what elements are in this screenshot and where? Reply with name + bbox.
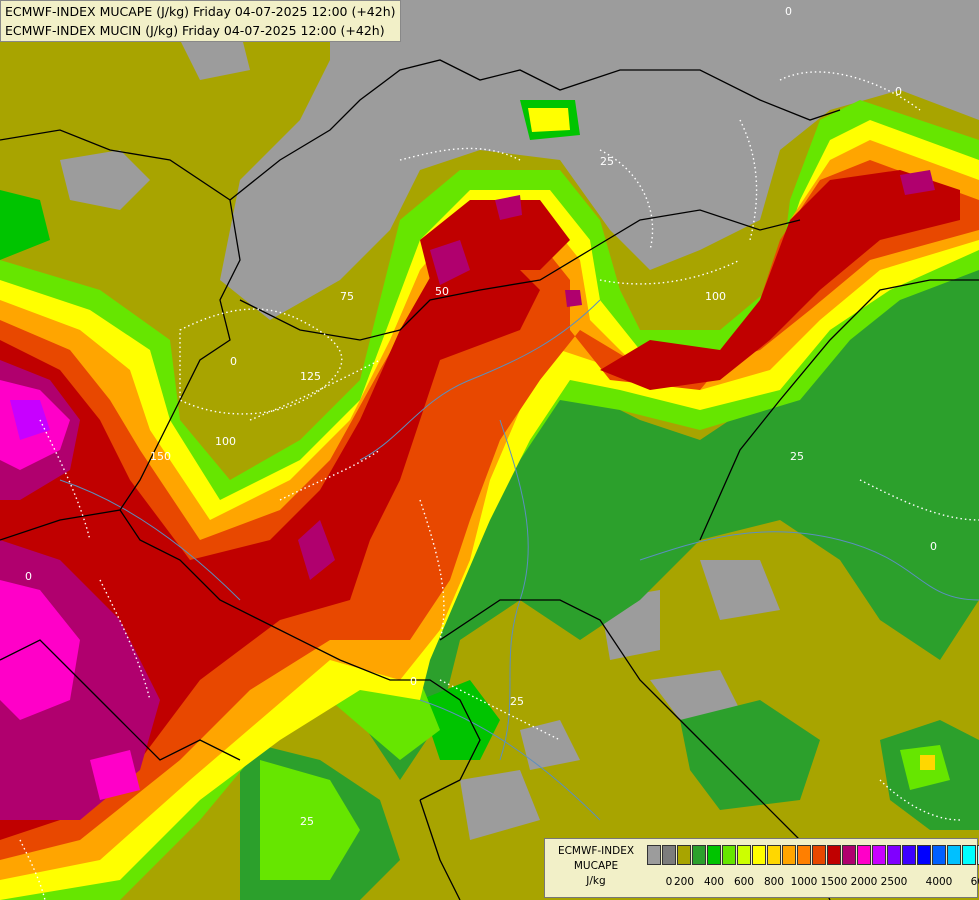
contour-label: 25 bbox=[600, 155, 614, 168]
legend-swatches bbox=[647, 845, 979, 865]
contour-label: 25 bbox=[510, 695, 524, 708]
mucin-contours bbox=[19, 71, 979, 900]
legend-swatch bbox=[812, 845, 826, 865]
mucin-title: ECMWF-INDEX MUCIN (J/kg) Friday 04-07-20… bbox=[5, 23, 385, 38]
legend-swatch bbox=[827, 845, 841, 865]
legend-swatch bbox=[887, 845, 901, 865]
legend-swatch bbox=[782, 845, 796, 865]
contour-label: 25 bbox=[790, 450, 804, 463]
rivers bbox=[59, 299, 979, 821]
legend-swatch bbox=[752, 845, 766, 865]
legend-tick-label: 1000 bbox=[790, 876, 818, 888]
legend-swatch bbox=[977, 845, 979, 865]
contour-label: 100 bbox=[215, 435, 236, 448]
legend-swatch bbox=[932, 845, 946, 865]
legend-swatch bbox=[677, 845, 691, 865]
legend-tick-label: 200 bbox=[673, 876, 695, 888]
contour-label: 100 bbox=[705, 290, 726, 303]
legend-swatch bbox=[857, 845, 871, 865]
contour-labels: 0 25 50 75 100 125 150 0 25 25 25 100 0 … bbox=[25, 5, 937, 828]
legend-swatch bbox=[917, 845, 931, 865]
legend-tick-label: 1500 bbox=[820, 876, 848, 888]
contour-label: 0 bbox=[230, 355, 237, 368]
map-title-box: ECMWF-INDEX MUCAPE (J/kg) Friday 04-07-2… bbox=[0, 0, 401, 42]
legend-tick-label: 800 bbox=[763, 876, 785, 888]
contour-label: 25 bbox=[300, 815, 314, 828]
legend-swatch bbox=[647, 845, 661, 865]
legend-tick-label: 6000 bbox=[970, 876, 979, 888]
contour-label: 0 bbox=[895, 85, 902, 98]
legend-tick-label: 2500 bbox=[880, 876, 908, 888]
legend-tick-label: 600 bbox=[733, 876, 755, 888]
legend-swatch bbox=[962, 845, 976, 865]
contour-label: 150 bbox=[150, 450, 171, 463]
contour-label: 75 bbox=[340, 290, 354, 303]
legend-swatch bbox=[737, 845, 751, 865]
legend-tick-label: 400 bbox=[703, 876, 725, 888]
mucape-title: ECMWF-INDEX MUCAPE (J/kg) Friday 04-07-2… bbox=[5, 4, 396, 19]
legend-tick-label: 2000 bbox=[850, 876, 878, 888]
mucape-legend: ECMWF-INDEX MUCAPE J/kg 0 200 400 600 800 100… bbox=[544, 838, 979, 898]
legend-swatch bbox=[767, 845, 781, 865]
contour-label: 0 bbox=[930, 540, 937, 553]
legend-title: ECMWF-INDEX MUCAPE J/kg bbox=[549, 844, 643, 889]
legend-tick-label: 0 bbox=[665, 876, 673, 888]
legend-unit: J/kg bbox=[586, 875, 606, 887]
green-regions bbox=[0, 100, 979, 900]
contour-label: 0 bbox=[25, 570, 32, 583]
contour-label: 0 bbox=[785, 5, 792, 18]
legend-tick-label: 4000 bbox=[925, 876, 953, 888]
legend-title-line: MUCAPE bbox=[573, 860, 619, 872]
legend-title-line: ECMWF-INDEX bbox=[557, 845, 635, 857]
country-borders bbox=[0, 59, 979, 900]
contour-label: 50 bbox=[435, 285, 449, 298]
legend-swatch bbox=[947, 845, 961, 865]
contour-label: 0 bbox=[410, 675, 417, 688]
legend-swatch bbox=[707, 845, 721, 865]
legend-swatch bbox=[662, 845, 676, 865]
contour-label: 125 bbox=[300, 370, 321, 383]
legend-swatch bbox=[872, 845, 886, 865]
legend-swatch bbox=[692, 845, 706, 865]
legend-swatch bbox=[797, 845, 811, 865]
legend-swatch bbox=[842, 845, 856, 865]
grey-regions bbox=[60, 0, 979, 840]
legend-swatch bbox=[902, 845, 916, 865]
legend-swatch bbox=[722, 845, 736, 865]
